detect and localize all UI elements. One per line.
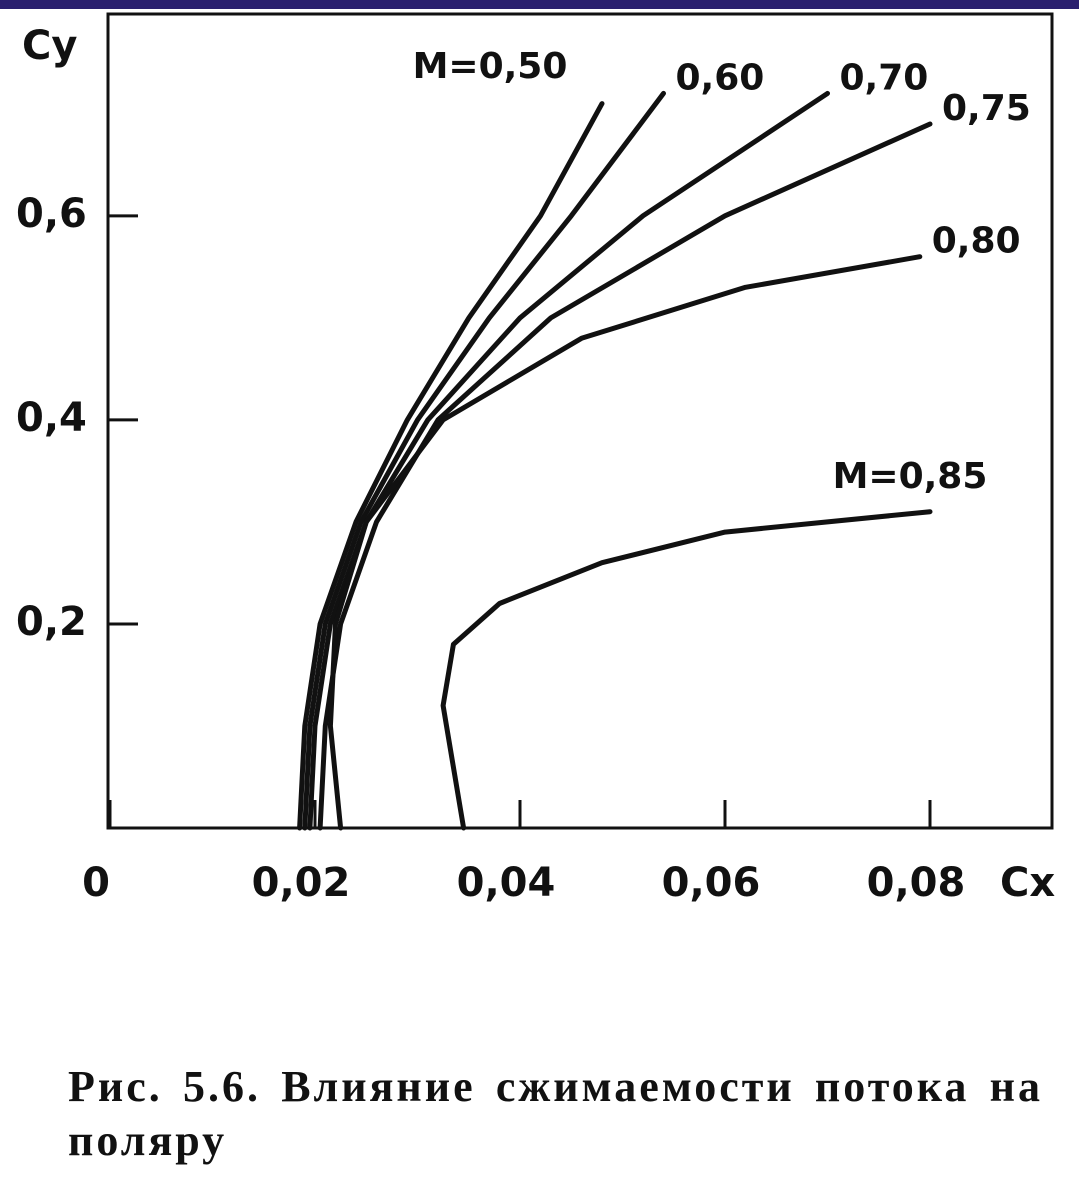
curve — [307, 90, 830, 831]
curve-label: M=0,50 — [413, 46, 568, 87]
x-tick-label: 0,02 — [252, 860, 351, 906]
curve — [302, 90, 666, 831]
curve-label: 0,70 — [840, 57, 929, 98]
curve-label: M=0,85 — [833, 456, 988, 497]
curve — [440, 509, 933, 831]
x-tick-label: 0,06 — [662, 860, 761, 906]
plot-frame — [106, 12, 1054, 830]
y-axis-label: Cy — [22, 23, 77, 69]
curve-label: 0,75 — [942, 88, 1031, 129]
y-tick-label: 0,2 — [16, 599, 87, 645]
x-tick-label: 0,08 — [867, 860, 966, 906]
x-tick-label: 0,04 — [457, 860, 556, 906]
curve-label: 0,80 — [932, 221, 1021, 262]
y-tick-label: 0,4 — [16, 395, 87, 441]
top-border — [0, 0, 1079, 9]
x-axis-label: Cx — [1000, 860, 1055, 906]
curve-label: 0,60 — [676, 57, 765, 98]
chart: Cy Cx 0,20,40,60 0,02 0,04 0,06 0,08M=0,50 0,… — [16, 12, 1055, 906]
caption: Рис. 5.6. Влияние сжимаемости потока на … — [68, 1062, 1043, 1165]
y-tick-label: 0,6 — [16, 191, 87, 237]
x-tick-label: 0 — [82, 860, 110, 906]
curve — [327, 254, 923, 831]
curve — [297, 101, 605, 831]
